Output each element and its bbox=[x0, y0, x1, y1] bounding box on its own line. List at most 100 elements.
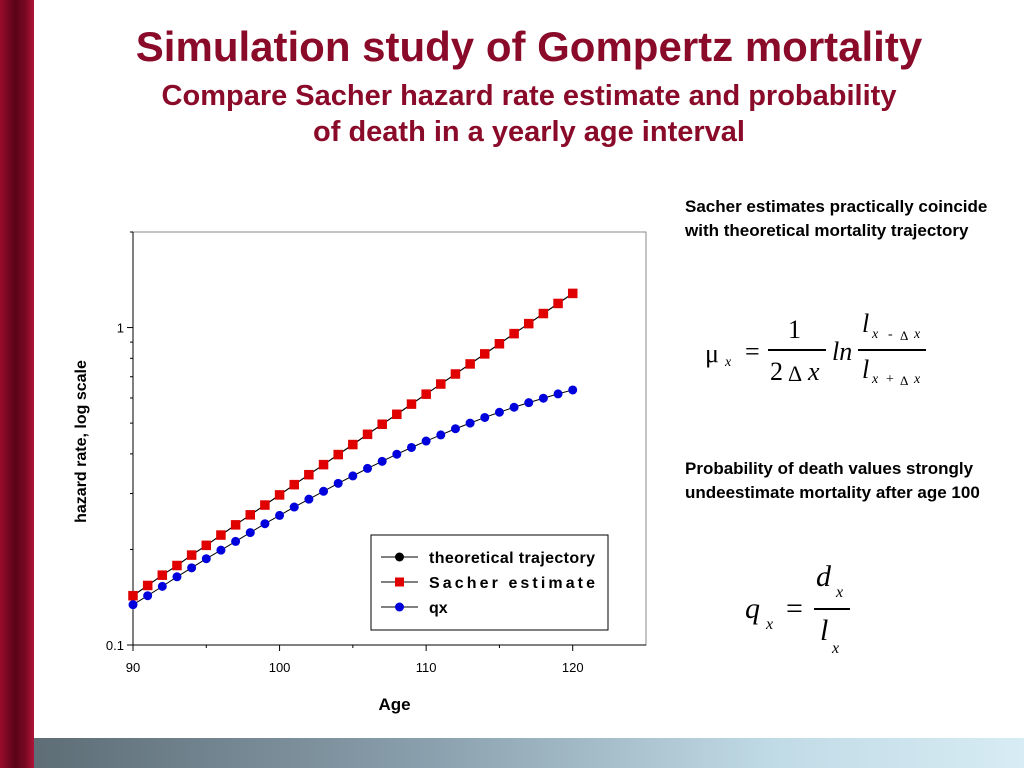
sacher-formula: μ x = 1 2 Δ x ln l x - Δ x l x + Δ x bbox=[700, 305, 940, 405]
data-point-qx bbox=[406, 442, 416, 452]
data-point-sacher bbox=[274, 490, 285, 500]
formula-d-subscript: x bbox=[836, 584, 844, 601]
y-axis-title: hazard rate, log scale bbox=[73, 360, 90, 523]
data-point-qx bbox=[421, 436, 431, 446]
formula-mu-subscript: x bbox=[725, 355, 732, 370]
data-point-sacher bbox=[480, 349, 490, 359]
formula-l-numerator: l bbox=[862, 309, 870, 338]
formula-q-subscript: x bbox=[766, 616, 774, 633]
legend-marker-0 bbox=[395, 552, 404, 562]
data-point-sacher bbox=[260, 500, 270, 510]
formula-equals: = bbox=[745, 337, 760, 366]
data-point-qx bbox=[201, 554, 211, 564]
data-point-qx bbox=[172, 572, 182, 582]
data-point-qx bbox=[216, 545, 226, 555]
data-point-sacher bbox=[509, 328, 519, 339]
formula-equals-2: = bbox=[786, 592, 803, 625]
data-point-sacher bbox=[567, 288, 578, 299]
data-point-sacher bbox=[436, 379, 446, 389]
data-point-sacher bbox=[201, 540, 212, 551]
formula-l-denominator: l bbox=[862, 355, 870, 384]
data-point-qx bbox=[143, 591, 153, 601]
data-point-qx bbox=[465, 418, 475, 428]
formula-den-x: x bbox=[872, 372, 879, 387]
x-tick-label: 100 bbox=[269, 660, 291, 675]
data-point-sacher bbox=[245, 510, 256, 520]
data-point-qx bbox=[494, 407, 504, 417]
data-point-sacher bbox=[421, 389, 431, 399]
slide-subtitle-line-2: of death in a yearly age interval bbox=[313, 116, 745, 148]
data-point-sacher bbox=[186, 550, 197, 560]
formula-mu: μ bbox=[705, 339, 719, 368]
formula-fraction-bar-3 bbox=[814, 608, 850, 610]
formula-d: d bbox=[816, 560, 831, 593]
x-tick-label: 90 bbox=[126, 660, 140, 675]
data-point-sacher bbox=[392, 409, 402, 420]
formula-two: 2 bbox=[770, 357, 783, 386]
data-point-qx bbox=[348, 471, 358, 481]
data-point-sacher bbox=[172, 560, 182, 571]
data-point-qx bbox=[538, 393, 548, 403]
formula-l-subscript: x bbox=[832, 640, 840, 657]
formula-num-x: x bbox=[872, 327, 879, 342]
legend-label: theoretical trajectory bbox=[429, 550, 595, 567]
data-point-qx bbox=[157, 581, 167, 591]
data-point-sacher bbox=[128, 590, 138, 601]
y-tick-label: 1 bbox=[117, 321, 124, 336]
data-point-qx bbox=[377, 456, 387, 466]
data-point-qx bbox=[509, 402, 519, 412]
bottom-accent-bar bbox=[34, 738, 1024, 768]
left-accent-bar bbox=[0, 0, 34, 768]
data-point-qx bbox=[524, 398, 534, 408]
legend-label: Sacher estimate bbox=[429, 575, 595, 592]
formula-q: q bbox=[745, 592, 760, 625]
data-point-qx bbox=[553, 389, 563, 399]
data-point-sacher bbox=[348, 439, 358, 450]
x-axis-title: Age bbox=[378, 695, 410, 714]
data-point-sacher bbox=[333, 449, 343, 460]
formula-num-minus: - bbox=[888, 327, 893, 342]
formula-num-x2: x bbox=[914, 327, 921, 342]
data-point-sacher bbox=[216, 530, 226, 540]
data-point-sacher bbox=[450, 369, 461, 379]
data-point-sacher bbox=[362, 429, 373, 440]
qx-formula: q x = d x l x bbox=[740, 558, 870, 668]
data-point-qx bbox=[568, 385, 578, 395]
data-point-sacher bbox=[142, 580, 153, 591]
formula-x: x bbox=[808, 357, 820, 386]
x-tick-label: 110 bbox=[416, 660, 437, 675]
data-point-qx bbox=[319, 486, 329, 496]
data-point-sacher bbox=[289, 479, 299, 490]
legend-marker-sacher bbox=[395, 577, 404, 587]
formula-fraction-bar-2 bbox=[858, 349, 926, 351]
slide-subtitle: Compare Sacher hazard rate estimate and … bbox=[34, 78, 1024, 150]
data-point-qx bbox=[245, 528, 255, 538]
data-point-qx bbox=[392, 449, 402, 459]
data-point-qx bbox=[333, 478, 343, 488]
formula-fraction-bar-1 bbox=[768, 349, 826, 351]
data-point-sacher bbox=[494, 339, 505, 349]
data-point-sacher bbox=[377, 419, 387, 429]
formula-one: 1 bbox=[788, 315, 801, 344]
data-point-qx bbox=[363, 463, 373, 473]
data-point-qx bbox=[231, 536, 241, 546]
formula-ln: ln bbox=[832, 337, 853, 366]
formula-num-delta: Δ bbox=[900, 328, 909, 343]
data-point-qx bbox=[187, 563, 197, 573]
slide-subtitle-line-1: Compare Sacher hazard rate estimate and … bbox=[161, 80, 897, 112]
x-tick-label: 120 bbox=[562, 660, 584, 675]
y-tick-label: 0.1 bbox=[106, 638, 124, 653]
legend-label: qx bbox=[429, 600, 448, 617]
data-point-sacher bbox=[230, 520, 241, 530]
formula-delta: Δ bbox=[788, 361, 803, 386]
formula-l: l bbox=[820, 614, 829, 647]
data-point-sacher bbox=[157, 570, 168, 580]
formula-den-x2: x bbox=[914, 372, 921, 387]
data-point-sacher bbox=[538, 308, 549, 319]
data-point-sacher bbox=[523, 318, 534, 329]
data-point-qx bbox=[304, 494, 314, 504]
legend-marker-2 bbox=[395, 602, 404, 612]
formula-den-delta: Δ bbox=[900, 373, 909, 388]
data-point-sacher bbox=[465, 359, 475, 369]
